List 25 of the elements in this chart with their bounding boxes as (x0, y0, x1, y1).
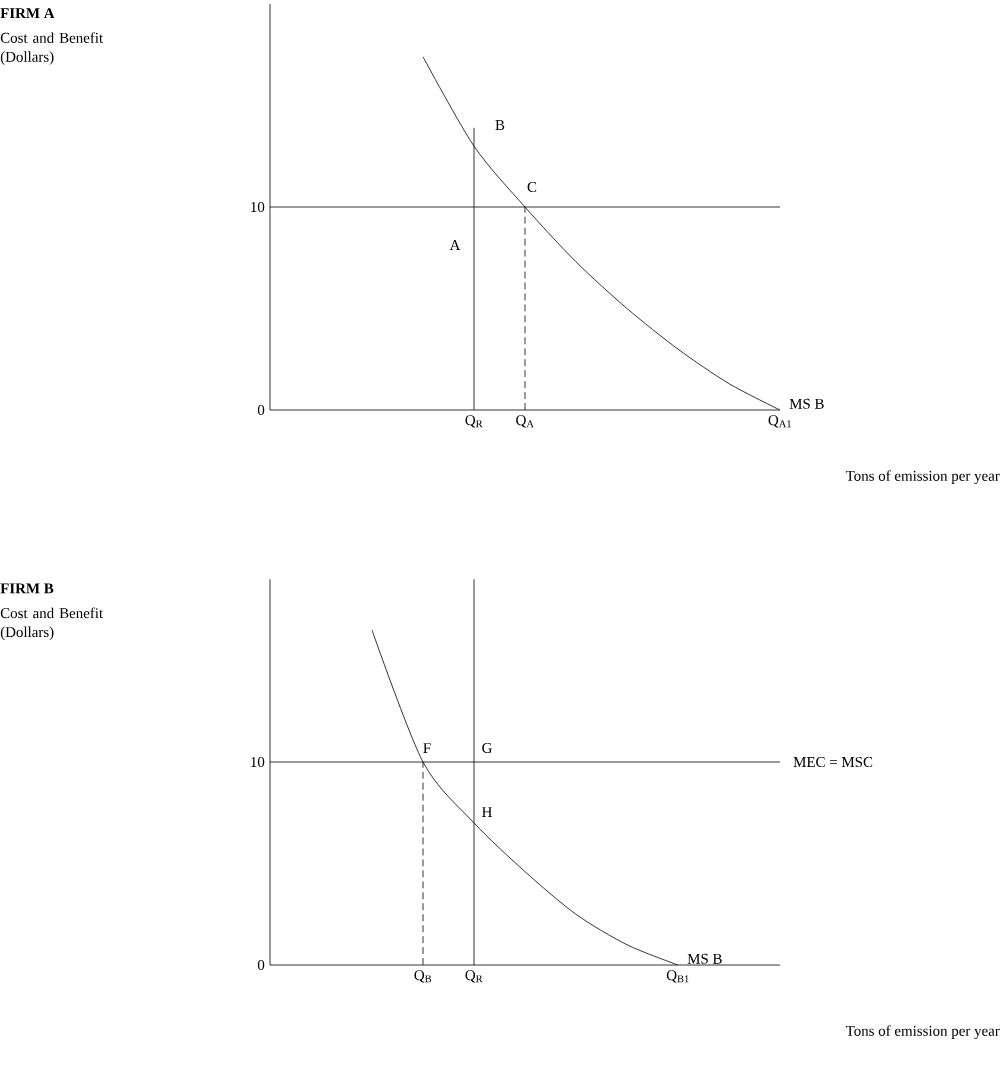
annotation: G (482, 743, 492, 754)
y-tick-label: 10 (251, 201, 265, 213)
y-tick-label: 0 (257, 404, 265, 416)
x-tick-label: Q$_{B1}$ (666, 970, 689, 983)
y-axis-title: Cost and Benefit (Dollars) (0, 607, 104, 641)
x-tick-label: Q$_{A1}$ (768, 415, 791, 428)
annotation: H (482, 807, 492, 817)
x-tick-label: Q$_{R}$ (465, 415, 483, 428)
x-axis-title: Tons of emission per year (845, 1025, 1000, 1039)
y-tick-label: 10 (251, 756, 265, 768)
y-tick-label: 0 (257, 959, 265, 971)
x-tick-label: Q$_{R}$ (465, 970, 483, 983)
annotation: B (495, 120, 505, 130)
annotation: C (527, 182, 537, 193)
series-label: MS B (687, 953, 722, 964)
series-label: MS B (789, 398, 824, 409)
text: FIRM A (0, 8, 55, 19)
annotation: F (423, 743, 431, 753)
x-tick-label: Q$_{B}$ (414, 970, 432, 983)
y-axis-title: Cost and Benefit (Dollars) (0, 32, 104, 65)
x-axis-title: Tons of emission per year (845, 470, 1000, 484)
text: FIRM B (0, 583, 54, 594)
x-tick-label: Q$_{A}$ (516, 415, 534, 428)
ref-line-label: MEC = MSC (793, 757, 873, 768)
annotation: A (449, 240, 461, 250)
